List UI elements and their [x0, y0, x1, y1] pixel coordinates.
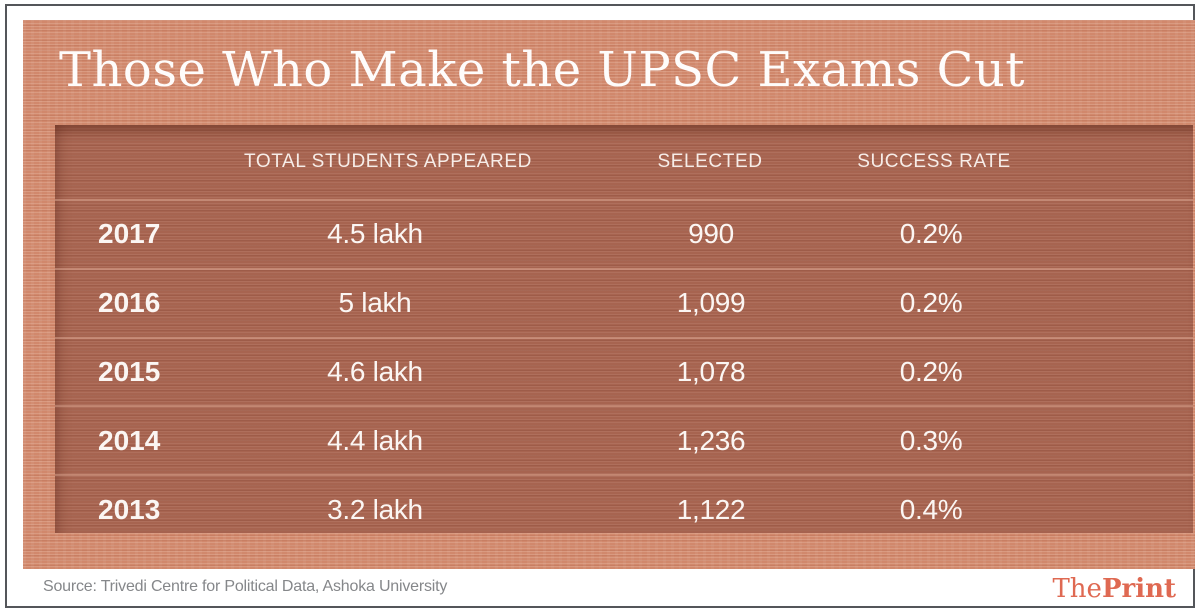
selected-cell: 990: [688, 218, 734, 250]
year-cell: 2016: [98, 287, 161, 319]
table-row: 2013 3.2 lakh 1,122 0.4%: [55, 474, 1193, 543]
success-rate-cell: 0.3%: [899, 424, 963, 456]
year-cell: 2013: [98, 493, 161, 525]
data-panel: TOTAL STUDENTS APPEARED SELECTED SUCCESS…: [55, 125, 1193, 533]
column-header-success-rate: SUCCESS RATE: [857, 151, 1011, 172]
appeared-cell: 4.5 lakh: [327, 218, 423, 250]
appeared-cell: 4.4 lakh: [327, 424, 423, 456]
column-header-appeared: TOTAL STUDENTS APPEARED: [244, 151, 532, 172]
page-title: Those Who Make the UPSC Exams Cut: [59, 42, 1026, 98]
brand-print: Print: [1101, 574, 1176, 604]
selected-cell: 1,078: [676, 355, 746, 387]
theprint-logo: ThePrint: [1052, 574, 1176, 604]
year-cell: 2015: [98, 355, 161, 387]
year-cell: 2014: [98, 424, 161, 456]
appeared-cell: 5 lakh: [338, 287, 412, 319]
outer-frame: Those Who Make the UPSC Exams Cut TOTAL …: [5, 4, 1195, 608]
selected-cell: 1,236: [676, 424, 746, 456]
success-rate-cell: 0.4%: [899, 493, 963, 525]
source-text: Source: Trivedi Centre for Political Dat…: [43, 578, 448, 595]
table-row: 2016 5 lakh 1,099 0.2%: [55, 267, 1193, 337]
year-cell: 2017: [98, 218, 161, 250]
appeared-cell: 4.6 lakh: [327, 355, 423, 387]
selected-cell: 1,122: [676, 493, 746, 525]
infographic-canvas: Those Who Make the UPSC Exams Cut TOTAL …: [23, 20, 1195, 569]
selected-cell: 1,099: [676, 287, 746, 319]
table-row: 2014 4.4 lakh 1,236 0.3%: [55, 405, 1193, 474]
appeared-cell: 3.2 lakh: [327, 493, 423, 525]
table-header-row: TOTAL STUDENTS APPEARED SELECTED SUCCESS…: [55, 125, 1193, 199]
brand-the: The: [1052, 574, 1102, 604]
success-rate-cell: 0.2%: [899, 355, 963, 387]
table-rows: 2017 4.5 lakh 990 0.2% 2016 5 lakh 1,099…: [55, 199, 1193, 543]
table-row: 2017 4.5 lakh 990 0.2%: [55, 199, 1193, 268]
column-header-selected: SELECTED: [657, 151, 763, 172]
success-rate-cell: 0.2%: [899, 287, 963, 319]
success-rate-cell: 0.2%: [899, 218, 963, 250]
table-row: 2015 4.6 lakh 1,078 0.2%: [55, 336, 1193, 406]
